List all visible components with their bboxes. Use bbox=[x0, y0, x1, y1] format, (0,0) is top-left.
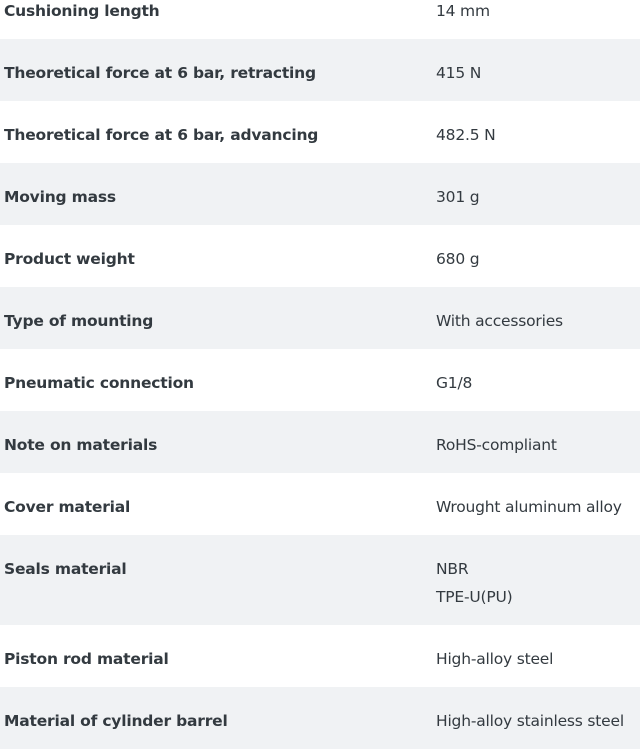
spec-value: G1/8 bbox=[436, 369, 640, 397]
spec-value-line: 14 mm bbox=[436, 2, 490, 20]
spec-label: Theoretical force at 6 bar, advancing bbox=[4, 126, 319, 144]
spec-value-line: NBR bbox=[436, 560, 469, 578]
spec-value-line: High-alloy stainless steel bbox=[436, 712, 624, 730]
spec-value-line: High-alloy steel bbox=[436, 650, 554, 668]
table-row: Piston rod material High-alloy steel bbox=[0, 625, 640, 687]
spec-value: High-alloy steel bbox=[436, 645, 640, 673]
spec-value: High-alloy stainless steel bbox=[436, 707, 640, 735]
table-row: Seals material NBR TPE-U(PU) bbox=[0, 535, 640, 625]
spec-label: Note on materials bbox=[4, 436, 158, 454]
table-row: Pneumatic connection G1/8 bbox=[0, 349, 640, 411]
spec-value: NBR TPE-U(PU) bbox=[436, 555, 640, 611]
spec-value-line: G1/8 bbox=[436, 374, 473, 392]
spec-value: 482.5 N bbox=[436, 121, 640, 149]
spec-label: Type of mounting bbox=[4, 312, 154, 330]
spec-label: Piston rod material bbox=[4, 650, 169, 668]
spec-value-line: 301 g bbox=[436, 188, 480, 206]
table-row: Theoretical force at 6 bar, advancing 482… bbox=[0, 101, 640, 163]
spec-value: 680 g bbox=[436, 245, 640, 273]
table-row: Cushioning length 14 mm bbox=[0, 0, 640, 39]
table-row: Note on materials RoHS-compliant bbox=[0, 411, 640, 473]
spec-label: Theoretical force at 6 bar, retracting bbox=[4, 64, 316, 82]
spec-label: Cushioning length bbox=[4, 2, 160, 20]
table-row: Product weight 680 g bbox=[0, 225, 640, 287]
table-row: Theoretical force at 6 bar, retracting 41… bbox=[0, 39, 640, 101]
spec-label: Moving mass bbox=[4, 188, 116, 206]
table-row: Moving mass 301 g bbox=[0, 163, 640, 225]
spec-value: 415 N bbox=[436, 59, 640, 87]
spec-label: Cover material bbox=[4, 498, 131, 516]
table-row: Material of cylinder barrel High-alloy st… bbox=[0, 687, 640, 749]
spec-label: Material of cylinder barrel bbox=[4, 712, 228, 730]
spec-value-line: RoHS-compliant bbox=[436, 436, 557, 454]
spec-value: 14 mm bbox=[436, 0, 640, 25]
spec-value-line: 680 g bbox=[436, 250, 480, 268]
spec-label: Pneumatic connection bbox=[4, 374, 194, 392]
spec-value-line: With accessories bbox=[436, 312, 563, 330]
table-row: Type of mounting With accessories bbox=[0, 287, 640, 349]
spec-value-line: Wrought aluminum alloy bbox=[436, 498, 622, 516]
spec-value: With accessories bbox=[436, 307, 640, 335]
spec-value-line: 415 N bbox=[436, 64, 482, 82]
spec-value-line: 482.5 N bbox=[436, 126, 496, 144]
spec-label: Product weight bbox=[4, 250, 135, 268]
spec-value: RoHS-compliant bbox=[436, 431, 640, 459]
spec-value-line: TPE-U(PU) bbox=[436, 588, 513, 606]
spec-value: 301 g bbox=[436, 183, 640, 211]
spec-value: Wrought aluminum alloy bbox=[436, 493, 640, 521]
spec-label: Seals material bbox=[4, 560, 127, 578]
table-row: Cover material Wrought aluminum alloy bbox=[0, 473, 640, 535]
